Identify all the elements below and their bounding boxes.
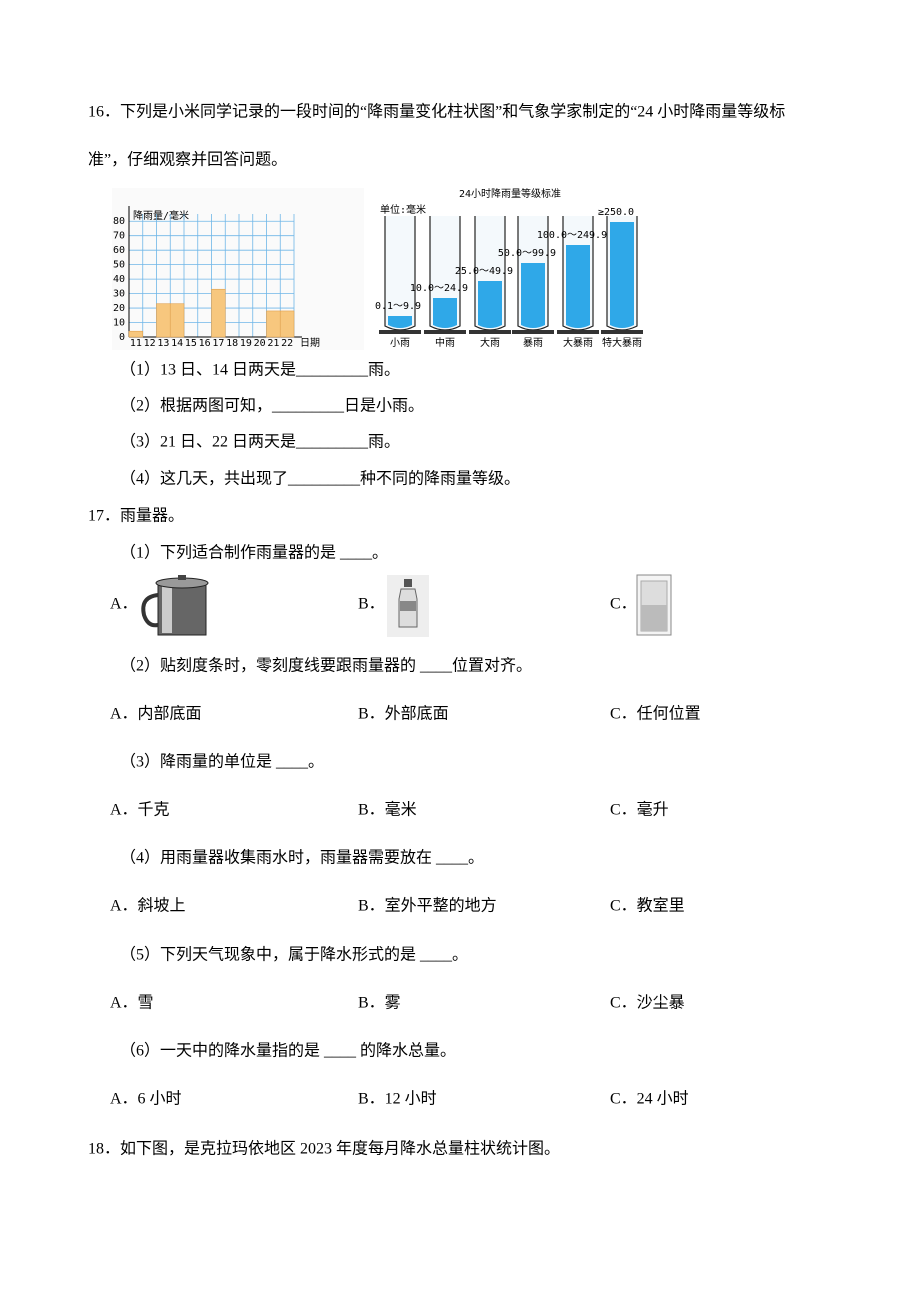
bar (156, 303, 171, 338)
sub-question: （1）13 日、14 日两天是_________雨。 (120, 361, 400, 379)
sub-question: （4）这几天，共出现了_________种不同的降雨量等级。 (120, 470, 520, 488)
y-tick-label: 0 (119, 332, 125, 343)
option: A．6 小时 (110, 1090, 182, 1108)
option: C．24 小时 (610, 1090, 689, 1108)
y-axis-label: 降雨量/毫米 (133, 209, 189, 222)
level-range: 50.0～99.9 (498, 248, 556, 259)
cylinder-base (424, 330, 466, 334)
cylinder-base (512, 330, 554, 334)
sub-question: （1）下列适合制作雨量器的是 ____。 (120, 544, 388, 562)
bar (169, 303, 185, 338)
x-tick-label: 21 (267, 338, 279, 349)
level-range: ≥250.0 (598, 207, 634, 218)
option: A．内部底面 (110, 705, 202, 723)
question-text: 16．下列是小米同学记录的一段时间的“降雨量变化柱状图”和气象学家制定的“24 … (88, 103, 785, 121)
y-tick-label: 60 (113, 245, 125, 256)
water (521, 263, 545, 328)
water (478, 281, 502, 328)
sub-question: （3）降雨量的单位是 ____。 (120, 753, 324, 771)
x-tick-label: 13 (157, 338, 169, 349)
grade-chart-title: 24小时降雨量等级标准 (459, 187, 561, 200)
option: B．毫米 (358, 800, 417, 819)
sub-question: （4）用雨量器收集雨水时，雨量器需要放在 ____。 (120, 849, 484, 867)
option: B．12 小时 (358, 1090, 437, 1108)
water (566, 245, 590, 328)
water (388, 316, 412, 328)
x-tick-label: 20 (254, 338, 266, 349)
water (433, 298, 457, 328)
question-text: 准”，仔细观察并回答问题。 (88, 151, 287, 169)
x-tick-label: 22 (281, 338, 293, 349)
x-tick-label: 12 (144, 338, 156, 349)
option: C．教室里 (610, 897, 685, 915)
question-text: 18．如下图，是克拉玛依地区 2023 年度每月降水总量柱状统计图。 (88, 1140, 560, 1158)
option: C．任何位置 (610, 705, 701, 723)
chart-bg (112, 188, 364, 350)
level-name: 小雨 (390, 337, 410, 349)
x-tick-label: 19 (240, 338, 252, 349)
question-text: 17．雨量器。 (88, 507, 184, 525)
x-tick-label: 18 (226, 338, 238, 349)
level-name: 特大暴雨 (602, 336, 642, 349)
sub-question: （6）一天中的降水量指的是 ____ 的降水总量。 (120, 1042, 456, 1060)
glass-image (636, 574, 672, 636)
y-tick-label: 80 (113, 216, 125, 227)
level-name: 暴雨 (523, 337, 543, 349)
bar (266, 310, 281, 338)
level-name: 大暴雨 (563, 336, 593, 349)
sub-question: （2）根据两图可知，_________日是小雨。 (120, 397, 424, 415)
option: C． (610, 596, 637, 613)
cylinder-base (379, 330, 421, 334)
option: A．雪 (110, 995, 154, 1012)
water (610, 222, 634, 328)
sub-question: （3）21 日、22 日两天是_________雨。 (120, 433, 400, 451)
cup-image (141, 575, 209, 636)
cylinder (384, 216, 416, 331)
level-range: 25.0～49.9 (455, 266, 513, 277)
grade-chart-unit: 单位:毫米 (380, 203, 426, 216)
cylinder-base (557, 330, 599, 334)
option: A．千克 (110, 801, 170, 819)
level-range: 100.0～249.9 (537, 230, 607, 241)
option: B． (358, 596, 385, 613)
bottle-image (387, 575, 429, 637)
cylinder-base (469, 330, 511, 334)
x-tick-label: 11 (130, 338, 142, 349)
y-tick-label: 40 (113, 274, 125, 285)
y-tick-label: 20 (113, 303, 125, 314)
sub-question: （5）下列天气现象中，属于降水形式的是 ____。 (120, 946, 468, 964)
option: B．雾 (358, 994, 401, 1012)
x-axis-label: 日期 (300, 337, 320, 349)
sub-question: （2）贴刻度条时，零刻度线要跟雨量器的 ____位置对齐。 (120, 657, 532, 675)
x-tick-label: 16 (199, 338, 211, 349)
level-range: 0.1～9.9 (375, 301, 421, 312)
x-tick-label: 14 (171, 338, 183, 349)
option: B．室外平整的地方 (358, 897, 497, 915)
level-range: 10.0～24.9 (410, 283, 468, 294)
y-tick-label: 70 (113, 231, 125, 242)
x-tick-label: 17 (212, 338, 224, 349)
option: A． (110, 596, 138, 613)
level-name: 大雨 (480, 336, 500, 349)
bar (279, 310, 295, 338)
level-name: 中雨 (435, 336, 455, 349)
option: A．斜坡上 (110, 897, 186, 915)
option: B．外部底面 (358, 705, 449, 723)
x-tick-label: 15 (185, 338, 197, 349)
bar (128, 330, 144, 338)
option: C．毫升 (610, 800, 669, 819)
bar (211, 288, 226, 338)
y-tick-label: 10 (113, 318, 125, 329)
option: C．沙尘暴 (610, 994, 685, 1012)
y-tick-label: 50 (113, 260, 125, 271)
cylinder-base (601, 330, 643, 334)
y-tick-label: 30 (113, 289, 125, 300)
